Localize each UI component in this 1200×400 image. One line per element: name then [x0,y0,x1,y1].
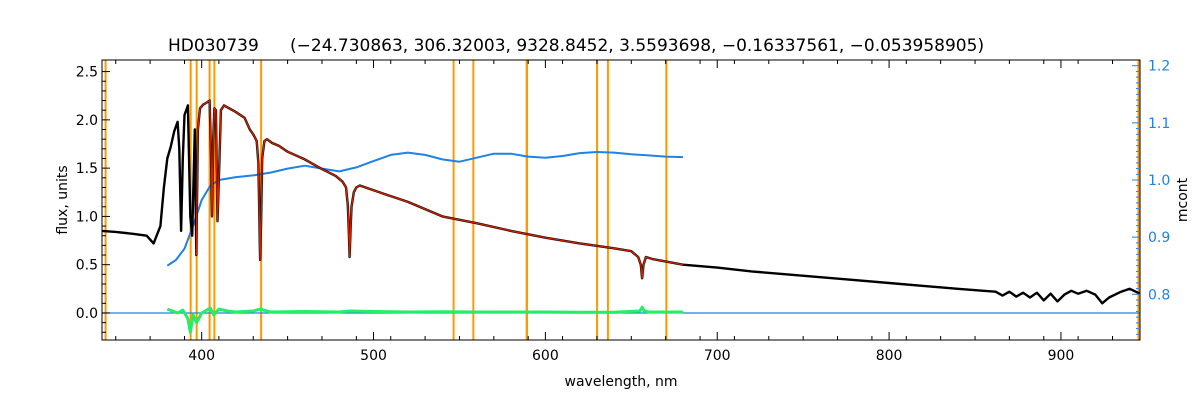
y-right-tick-label: 0.9 [1148,230,1170,246]
residual-series [166,305,683,334]
masked-region-3 [213,60,216,340]
x-tick-label: 400 [188,348,215,364]
x-tick-label: 600 [532,348,559,364]
y-tick-label: 0.5 [76,258,98,274]
axis-ticks: 400 500 600 700 800 900 0.0 0.5 1.0 1.5 2.0 2.5 0.8 0… [76,59,1171,364]
masked-region-6 [472,60,475,340]
masked-region-10 [665,60,668,340]
masked-region-8 [596,60,599,340]
y-tick-label: 1.5 [76,161,98,177]
masked-region-11 [104,60,107,340]
plot-frame [101,59,1141,341]
y-tick-label: 1.0 [76,209,98,225]
continuum-line [166,151,683,267]
x-tick-label: 900 [1048,348,1075,364]
y-axis-label: flux, units [55,165,71,234]
chart-title: HD030739 [168,36,259,56]
y-right-tick-label: 1.0 [1148,173,1170,189]
y-right-tick-label: 1.1 [1148,116,1170,132]
y-tick-label: 0.0 [76,306,98,322]
x-axis-label: wavelength, nm [565,374,678,390]
masked-region-7 [525,60,529,340]
masked-region-9 [606,60,609,340]
y-tick-label: 2.5 [76,65,98,81]
x-tick-label: 500 [360,348,387,364]
y-right-tick-label: 1.2 [1148,59,1170,75]
x-tick-label: 700 [704,348,731,364]
model-line [195,99,684,279]
y-right-tick-label: 0.8 [1148,287,1170,303]
observed-line [101,99,1141,305]
masked-region-12 [1137,60,1140,340]
residual-line [166,305,683,334]
x-tick-label: 800 [876,348,903,364]
observed-series [101,99,1141,305]
model-series [195,99,684,279]
continuum-series [166,151,683,267]
masked-region-5 [452,60,455,340]
y-tick-label: 2.0 [76,113,98,129]
chart-subtitle: (−24.730863, 306.32003, 9328.8452, 3.559… [290,36,984,56]
masked-region-2 [208,60,211,340]
y-axis-right-label: mcont [1175,177,1191,222]
